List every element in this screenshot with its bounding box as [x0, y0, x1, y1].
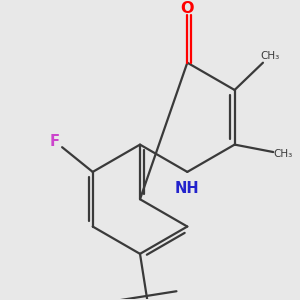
- Text: CH₃: CH₃: [273, 149, 292, 159]
- Text: CH₃: CH₃: [260, 51, 280, 61]
- Text: F: F: [50, 134, 60, 149]
- Text: NH: NH: [175, 181, 200, 196]
- Text: O: O: [181, 1, 194, 16]
